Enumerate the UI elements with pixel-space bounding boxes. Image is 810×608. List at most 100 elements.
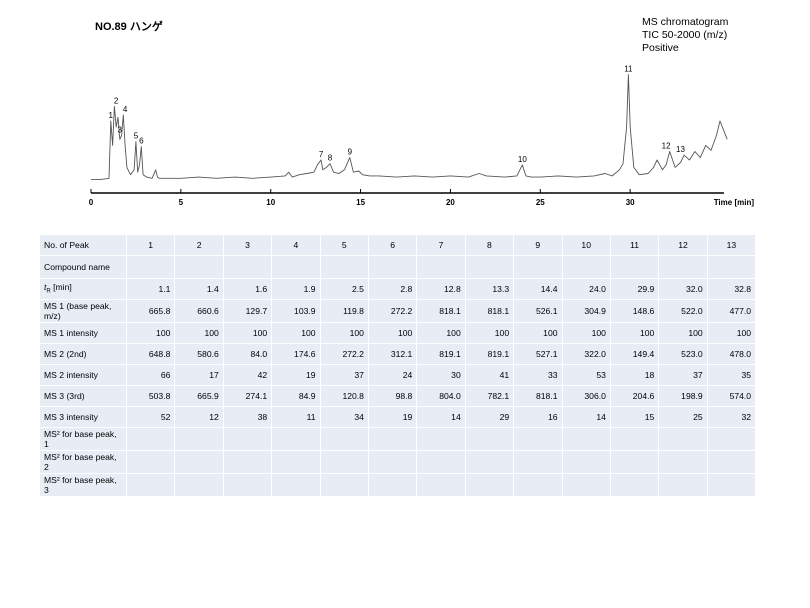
table-cell: 14.4: [513, 278, 563, 300]
table-cell: 30: [416, 364, 466, 386]
table-cell: 19: [367, 406, 418, 428]
table-cell: 14: [416, 406, 466, 428]
peak-label: 13: [676, 145, 685, 154]
table-cell: [513, 255, 563, 279]
table-cell: 2.8: [367, 278, 418, 300]
x-axis: 0 5 10 15 20 25 30 Time [min]: [89, 189, 754, 207]
row-label: Compound name: [39, 255, 127, 279]
info-line-mode: MS chromatogram: [642, 16, 729, 28]
table-cell: [513, 473, 563, 497]
table-cell: 34: [319, 406, 369, 428]
table-cell: 782.1: [464, 385, 515, 407]
table-cell: 12: [174, 406, 224, 428]
peak-number-cell: 9: [513, 234, 563, 256]
table-cell: 32: [706, 406, 757, 428]
chart-title: NO.89 ハンゲ: [95, 21, 163, 33]
table-cell: [271, 427, 321, 451]
table-cell: 660.6: [174, 299, 224, 323]
table-cell: 35: [706, 364, 757, 386]
x-tick-label: 20: [446, 198, 455, 207]
peak-number-cell: 11: [609, 234, 660, 256]
table-cell: [416, 450, 466, 474]
table-row: MS 2 (2nd) 648.8 580.6 84.0 174.6 272.2 312.1 8…: [39, 343, 757, 365]
table-row: MS 1 (base peak, m/z) 665.8 660.6 129.7 103.…: [39, 299, 757, 323]
table-cell: 198.9: [658, 385, 708, 407]
table-cell: [561, 255, 611, 279]
table-row: tR [min] 1.1 1.4 1.6 1.9 2.5 2.8 12.8 13.3 14.4 24…: [39, 278, 757, 300]
table-cell: 503.8: [125, 385, 176, 407]
peak-label: 8: [328, 154, 333, 163]
table-cell: 66: [125, 364, 176, 386]
table-cell: 665.9: [174, 385, 224, 407]
table-cell: 477.0: [706, 299, 757, 323]
table-cell: 120.8: [319, 385, 369, 407]
table-cell: [271, 473, 321, 497]
table-cell: 818.1: [464, 299, 515, 323]
table-cell: [271, 255, 321, 279]
table-cell: [464, 473, 515, 497]
table-cell: 478.0: [706, 343, 757, 365]
table-cell: [174, 255, 224, 279]
table-cell: 11: [271, 406, 321, 428]
table-row: MS 3 (3rd) 503.8 665.9 274.1 84.9 120.8 98.8 80…: [39, 385, 757, 407]
peak-label: 2: [114, 96, 119, 105]
table-cell: [658, 450, 708, 474]
table-cell: [609, 255, 660, 279]
table-cell: 12.8: [416, 278, 466, 300]
table-cell: [513, 450, 563, 474]
table-cell: 16: [513, 406, 563, 428]
table-cell: 819.1: [464, 343, 515, 365]
peak-label: 10: [518, 155, 527, 164]
table-row: MS 1 intensity 100 100 100 100 100 100 100 100 10…: [39, 322, 757, 344]
table-cell: 100: [464, 322, 515, 344]
table-cell: [706, 450, 757, 474]
peak-number-cell: 4: [271, 234, 321, 256]
table-cell: [319, 450, 369, 474]
table-cell: 32.8: [706, 278, 757, 300]
table-cell: [706, 473, 757, 497]
table-cell: [658, 255, 708, 279]
peak-table: No. of Peak 1 2 3 4 5 6 7 8 9 10 11 12 13 Compound nam…: [39, 234, 757, 497]
table-cell: 149.4: [609, 343, 660, 365]
table-cell: [222, 427, 273, 451]
table-cell: [125, 473, 176, 497]
table-cell: [174, 450, 224, 474]
table-cell: [222, 450, 273, 474]
table-cell: [125, 427, 176, 451]
row-label: MS 2 intensity: [39, 364, 127, 386]
table-cell: 52: [125, 406, 176, 428]
peak-label: 12: [662, 142, 671, 151]
row-label: MS² for base peak, 1: [39, 427, 127, 451]
table-cell: 804.0: [416, 385, 466, 407]
table-cell: [706, 255, 757, 279]
table-row: MS² for base peak, 2: [39, 450, 757, 474]
x-tick-label: 30: [626, 198, 635, 207]
table-cell: 574.0: [706, 385, 757, 407]
table-cell: 129.7: [222, 299, 273, 323]
table-cell: 37: [658, 364, 708, 386]
table-cell: 100: [222, 322, 273, 344]
peak-number-cell: 10: [561, 234, 611, 256]
row-label: MS² for base peak, 2: [39, 450, 127, 474]
table-cell: 2.5: [319, 278, 369, 300]
table-cell: [561, 427, 611, 451]
peak-label: 1: [109, 111, 114, 120]
table-cell: [319, 473, 369, 497]
x-tick-label: 0: [89, 198, 94, 207]
table-cell: [125, 450, 176, 474]
peak-number-cell: 13: [706, 234, 757, 256]
table-header-row: No. of Peak 1 2 3 4 5 6 7 8 9 10 11 12 13: [39, 234, 757, 256]
table-cell: [464, 255, 515, 279]
peak-label: 9: [348, 148, 353, 157]
table-cell: [609, 473, 660, 497]
table-cell: [367, 450, 418, 474]
table-cell: 527.1: [513, 343, 563, 365]
x-tick-label: 25: [536, 198, 545, 207]
table-cell: 665.8: [125, 299, 176, 323]
table-cell: 523.0: [658, 343, 708, 365]
table-cell: 25: [658, 406, 708, 428]
table-cell: 37: [319, 364, 369, 386]
table-cell: 42: [222, 364, 273, 386]
